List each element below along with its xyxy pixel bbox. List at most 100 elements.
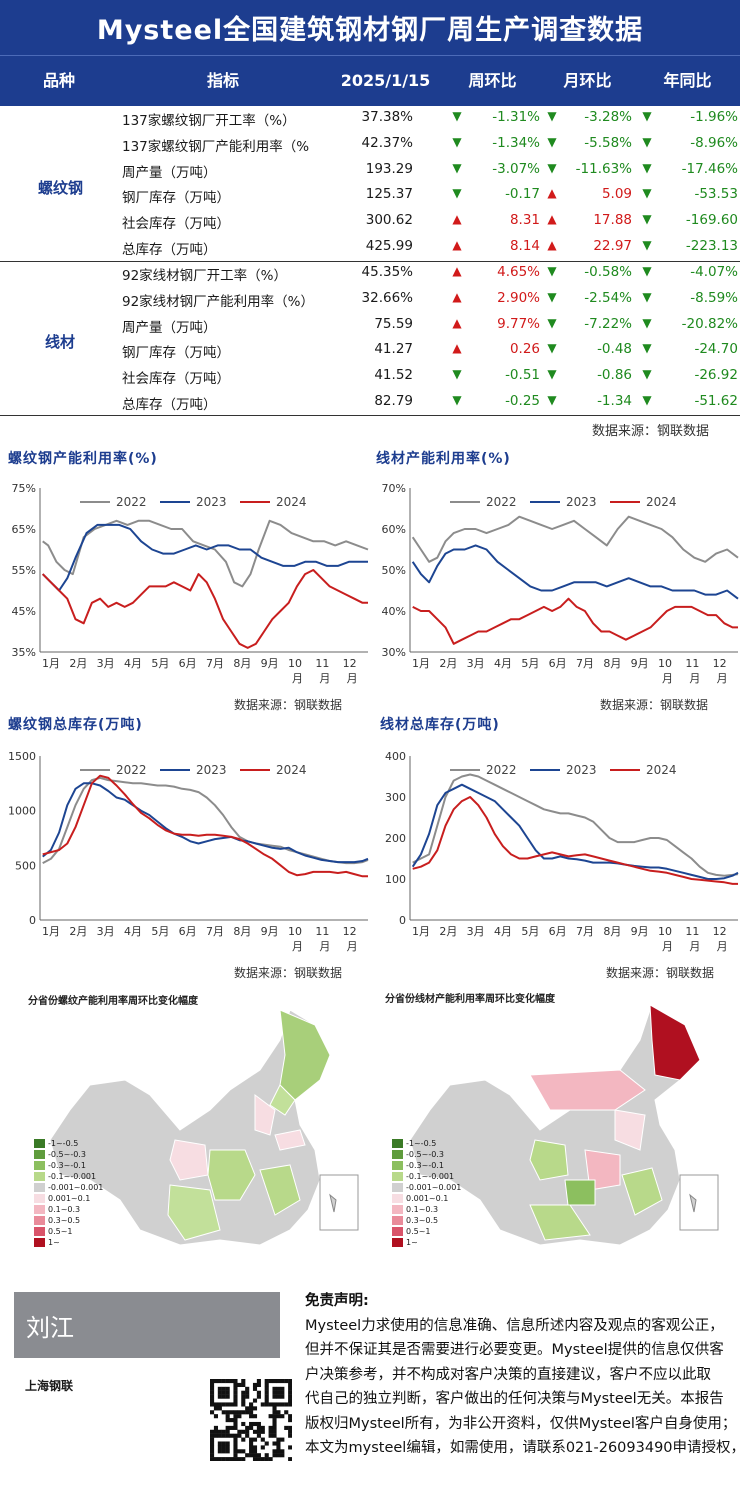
indicator-cell: 总库存（万吨） — [122, 242, 217, 258]
table-row: 137家螺纹钢厂开工率（%） 37.38% ▼ -1.31% ▼ -3.28% ▼ -1.96… — [0, 105, 740, 130]
mom-cell: -0.48 — [597, 341, 632, 358]
legend-item: 0.5~1 — [34, 1226, 103, 1237]
value-cell: 37.38% — [361, 109, 413, 125]
legend-label: 0.001~0.1 — [406, 1194, 449, 1203]
legend-swatch — [34, 1205, 45, 1214]
legend-swatch — [34, 1139, 45, 1148]
map-rebar-east — [259, 1164, 301, 1216]
y-tick-label: 200 — [385, 832, 406, 845]
mom-arrow-icon: ▼ — [547, 134, 557, 149]
series-line-2022 — [42, 519, 369, 588]
y-tick-label: 500 — [15, 859, 36, 872]
header-indicator: 指标 — [206, 71, 239, 90]
indicator-cell: 钢厂库存（万吨） — [122, 345, 230, 362]
disclaimer-line: 代自己的独立判断，客户做出的任何决策与Mysteel无关。本报告 — [305, 1391, 724, 1407]
y-tick-label: 30% — [382, 646, 406, 659]
value-cell: 75.59 — [374, 315, 413, 332]
yoy-arrow-icon: ▼ — [642, 393, 652, 407]
wow-cell: 8.31 — [509, 212, 540, 229]
x-tick-label: 12 月 — [713, 925, 728, 953]
x-tick-label: 3月 — [97, 657, 115, 670]
legend-label-2022: 2022 — [486, 495, 517, 509]
yoy-cell: -8.96% — [690, 134, 738, 151]
mom-arrow-icon: ▼ — [547, 367, 557, 382]
x-tick-label: 6月 — [179, 657, 197, 670]
legend-item: -0.1~-0.001 — [392, 1171, 461, 1182]
legend-label-2023: 2023 — [196, 763, 227, 777]
chart-title-rebar-util: 螺纹钢产能利用率(%) — [8, 451, 158, 467]
x-tick-label: 4月 — [494, 925, 512, 938]
chart-title-wire-stock: 线材总库存(万吨) — [380, 717, 500, 733]
legend-swatch — [34, 1227, 45, 1236]
x-tick-label: 8月 — [603, 657, 621, 670]
map-wire-inset — [679, 1174, 719, 1231]
y-tick-label: 50% — [382, 564, 406, 577]
mom-cell: -3.28% — [584, 109, 632, 125]
indicator-cell: 92家线材钢厂产能利用率（%） — [122, 293, 315, 310]
indicator-cell: 社会库存（万吨） — [122, 216, 230, 233]
chart-rebar-stock: 0 500 1000 1500 1月 2月 3月 4月 5月 6月 7月 8月 9月 10 月 11 月 12 月 2… — [8, 750, 369, 953]
x-tick-label: 8月 — [233, 657, 251, 670]
map-wire-sichuan — [529, 1139, 569, 1181]
y-tick-label: 55% — [12, 564, 36, 577]
series-line-2023 — [411, 544, 739, 600]
mom-arrow-icon: ▼ — [547, 315, 557, 330]
wow-arrow-icon: ▲ — [452, 238, 462, 252]
legend-label: 0.1~0.3 — [406, 1205, 439, 1214]
x-tick-label: 10 月 — [658, 925, 673, 953]
series-line-2023 — [41, 523, 368, 592]
x-tick-label: 6月 — [179, 925, 197, 938]
yoy-cell: -20.82% — [681, 315, 738, 332]
chart-title-wire-util: 线材产能利用率(%) — [376, 451, 511, 467]
series-line-2022 — [412, 773, 739, 877]
indicator-cell: 钢厂库存（万吨） — [122, 190, 230, 207]
x-tick-label: 1月 — [42, 657, 60, 670]
series-line-2024 — [412, 597, 738, 645]
wow-arrow-icon: ▼ — [452, 160, 462, 175]
legend-label: 0.1~0.3 — [48, 1205, 81, 1214]
table-row: 周产量（万吨） 75.59 ▲ 9.77% ▼ -7.22% ▼ -20.82% — [0, 312, 740, 337]
legend-label: -0.5~-0.3 — [406, 1150, 444, 1159]
chart-source-3: 数据来源：钢联数据 — [234, 966, 343, 980]
table-header: 品种 指标 2025/1/15 周环比 月环比 年同比 — [0, 55, 740, 106]
wow-arrow-icon: ▲ — [452, 212, 462, 227]
x-tick-label: 4月 — [494, 657, 512, 670]
map-rebar-sichuan — [169, 1139, 209, 1181]
chart-source-2: 数据来源：钢联数据 — [600, 698, 709, 712]
author-name: 刘江 — [26, 1314, 74, 1342]
yoy-cell: -223.13 — [685, 238, 738, 254]
legend-swatch — [34, 1216, 45, 1225]
mom-arrow-icon: ▼ — [547, 341, 557, 356]
legend-item: -0.001~0.001 — [34, 1182, 103, 1193]
legend-item: -0.001~0.001 — [392, 1182, 461, 1193]
table-row: 总库存（万吨） 82.79 ▼ -0.25 ▼ -1.34 ▼ -51.62 — [0, 389, 740, 414]
yoy-arrow-icon: ▼ — [642, 238, 652, 252]
map-rebar-central — [207, 1149, 256, 1201]
legend-label: 0.5~1 — [48, 1227, 73, 1236]
chart-source-1: 数据来源：钢联数据 — [234, 698, 343, 712]
chart-source-4: 数据来源：钢联数据 — [606, 966, 715, 980]
chart-wire-stock: 0 100 200 300 400 1月 2月 3月 4月 5月 6月 7月 8月 9月 10 月 11 月 12 月… — [385, 750, 739, 953]
x-tick-label: 5月 — [521, 657, 539, 670]
mom-cell: 17.88 — [593, 212, 632, 229]
yoy-arrow-icon: ▼ — [642, 264, 652, 278]
legend-swatch — [34, 1194, 45, 1203]
legend-swatch — [34, 1238, 45, 1247]
disclaimer-line: 本文为mysteel编辑，如需使用，请联系021-26093490申请授权， — [305, 1440, 740, 1456]
map-rebar-liaoning — [269, 1084, 296, 1116]
header-mom: 月环比 — [563, 71, 612, 90]
legend-label-2023: 2023 — [566, 495, 597, 509]
value-cell: 193.29 — [365, 160, 413, 177]
x-tick-label: 5月 — [151, 925, 169, 938]
value-cell: 41.27 — [374, 341, 413, 358]
map-wire-guizhou — [564, 1179, 596, 1206]
wow-arrow-icon: ▲ — [452, 264, 462, 278]
x-tick-label: 1月 — [42, 925, 60, 938]
yoy-arrow-icon: ▼ — [642, 160, 652, 175]
yoy-cell: -51.62 — [694, 393, 738, 409]
indicator-cell: 92家线材钢厂开工率（%） — [122, 268, 288, 284]
y-tick-label: 60% — [382, 523, 406, 536]
legend-label-2024: 2024 — [646, 763, 677, 777]
wow-cell: -1.34% — [492, 134, 540, 151]
y-tick-label: 100 — [385, 873, 406, 886]
